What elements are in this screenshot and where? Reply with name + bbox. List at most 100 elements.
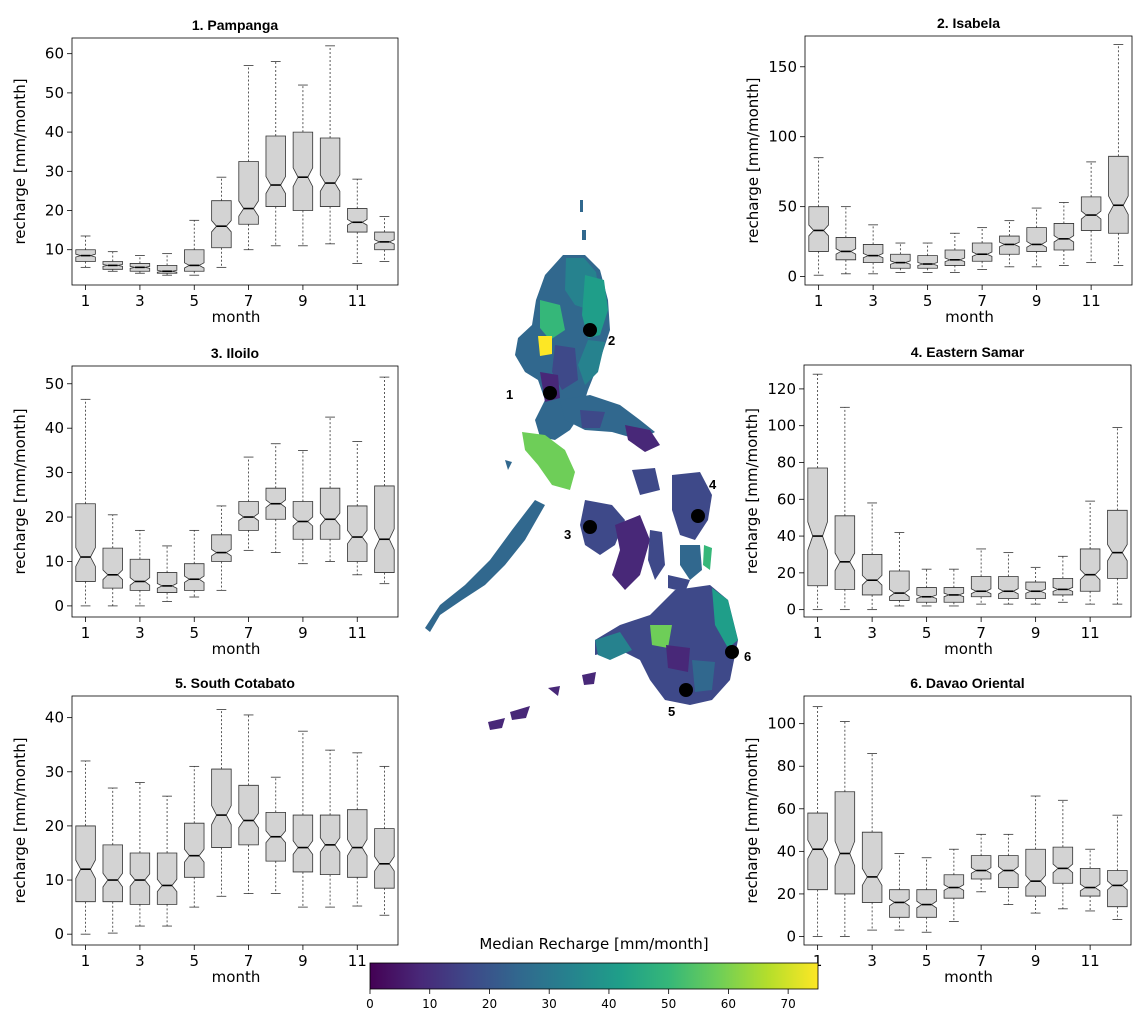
box-month-1 [75, 398, 96, 607]
box-month-12 [1108, 43, 1129, 266]
site-marker-1 [543, 386, 557, 400]
box-month-3 [862, 224, 884, 275]
box-month-2 [834, 721, 856, 937]
y-tick-label: 0 [787, 268, 797, 286]
box-body [1025, 581, 1046, 600]
x-tick-label: 7 [977, 292, 987, 310]
y-tick-label: 40 [45, 123, 64, 141]
y-tick-label: 0 [786, 927, 796, 945]
box-month-3 [129, 782, 151, 927]
box-body [374, 231, 395, 251]
box-month-6 [211, 176, 232, 268]
y-tick-label: 30 [45, 464, 64, 482]
box-month-9 [1026, 207, 1047, 268]
x-tick-label: 1 [813, 952, 823, 970]
panel-title: 2. Isabela [937, 15, 1000, 31]
map-region [578, 340, 605, 385]
box-body [211, 200, 232, 249]
colorbar-tick-label: 50 [661, 997, 676, 1011]
box-month-9 [292, 84, 314, 247]
y-tick-label: 40 [777, 842, 796, 860]
box-month-6 [211, 505, 232, 591]
box-body [184, 822, 205, 878]
map-region [552, 345, 578, 390]
box-month-11 [1080, 161, 1102, 264]
box-body [292, 131, 314, 211]
box-body [211, 534, 232, 562]
box-body [102, 547, 123, 589]
panel-title: 4. Eastern Samar [911, 344, 1025, 360]
box-body [319, 137, 341, 207]
map-region [625, 425, 660, 452]
map-region [538, 336, 552, 356]
y-tick-label: 20 [45, 202, 64, 220]
box-month-1 [807, 373, 828, 611]
x-tick-label: 11 [1082, 292, 1101, 310]
x-tick-label: 5 [923, 292, 933, 310]
box-body [374, 485, 395, 573]
x-tick-label: 3 [135, 292, 145, 310]
x-tick-label: 3 [867, 952, 877, 970]
box-body [156, 852, 178, 905]
x-tick-label: 9 [1031, 624, 1041, 642]
y-axis-label: recharge [mm/month] [11, 78, 29, 244]
box-body [211, 768, 232, 848]
site-label-4: 4 [709, 477, 717, 492]
map-region [540, 300, 565, 340]
box-month-11 [347, 752, 368, 907]
colorbar-gradient [369, 962, 819, 990]
box-month-12 [374, 765, 395, 916]
x-tick-label: 9 [298, 292, 308, 310]
x-tick-label: 1 [814, 292, 824, 310]
box-month-10 [1053, 202, 1075, 266]
box-month-1 [75, 760, 96, 935]
map-region [680, 545, 702, 580]
x-axis-label: month [212, 640, 261, 658]
box-body [347, 505, 368, 562]
box-body [916, 587, 937, 603]
box-body [75, 503, 96, 582]
box-body [374, 828, 395, 889]
x-tick-label: 11 [1081, 952, 1100, 970]
y-tick-label: 20 [45, 817, 64, 835]
y-tick-label: 120 [767, 380, 796, 398]
box-body [347, 208, 368, 233]
map-region [425, 500, 545, 632]
box-body [861, 831, 883, 903]
map-luzon [515, 200, 660, 452]
box-month-3 [129, 255, 151, 274]
y-axis-label: recharge [mm/month] [11, 737, 29, 903]
box-body [889, 889, 910, 918]
box-body [917, 255, 938, 269]
site-marker-6 [725, 645, 739, 659]
y-tick-label: 20 [45, 508, 64, 526]
x-tick-label: 3 [135, 952, 145, 970]
x-tick-label: 3 [868, 292, 878, 310]
map-region [548, 686, 560, 696]
colorbar-tick-label: 20 [482, 997, 497, 1011]
x-tick-label: 5 [189, 292, 199, 310]
map-region [580, 200, 583, 212]
y-tick-label: 100 [767, 715, 796, 733]
box-month-2 [834, 406, 856, 611]
x-tick-label: 1 [81, 952, 91, 970]
colorbar-tick-label: 40 [601, 997, 616, 1011]
colorbar-tick-label: 60 [721, 997, 736, 1011]
box-month-7 [971, 227, 993, 271]
map-region [712, 588, 738, 648]
x-tick-label: 9 [298, 624, 308, 642]
map-region [666, 645, 690, 672]
box-month-7 [238, 65, 259, 251]
x-axis-label: month [212, 308, 261, 326]
box-month-11 [1079, 500, 1101, 605]
map-region [582, 230, 586, 240]
site-marker-2 [583, 323, 597, 337]
map-region [650, 625, 672, 648]
box-month-3 [129, 529, 151, 607]
box-month-9 [1025, 795, 1046, 914]
x-tick-label: 9 [298, 952, 308, 970]
box-month-5 [184, 765, 205, 908]
box-body [102, 844, 123, 903]
box-month-4 [156, 253, 178, 276]
box-month-2 [835, 206, 857, 275]
